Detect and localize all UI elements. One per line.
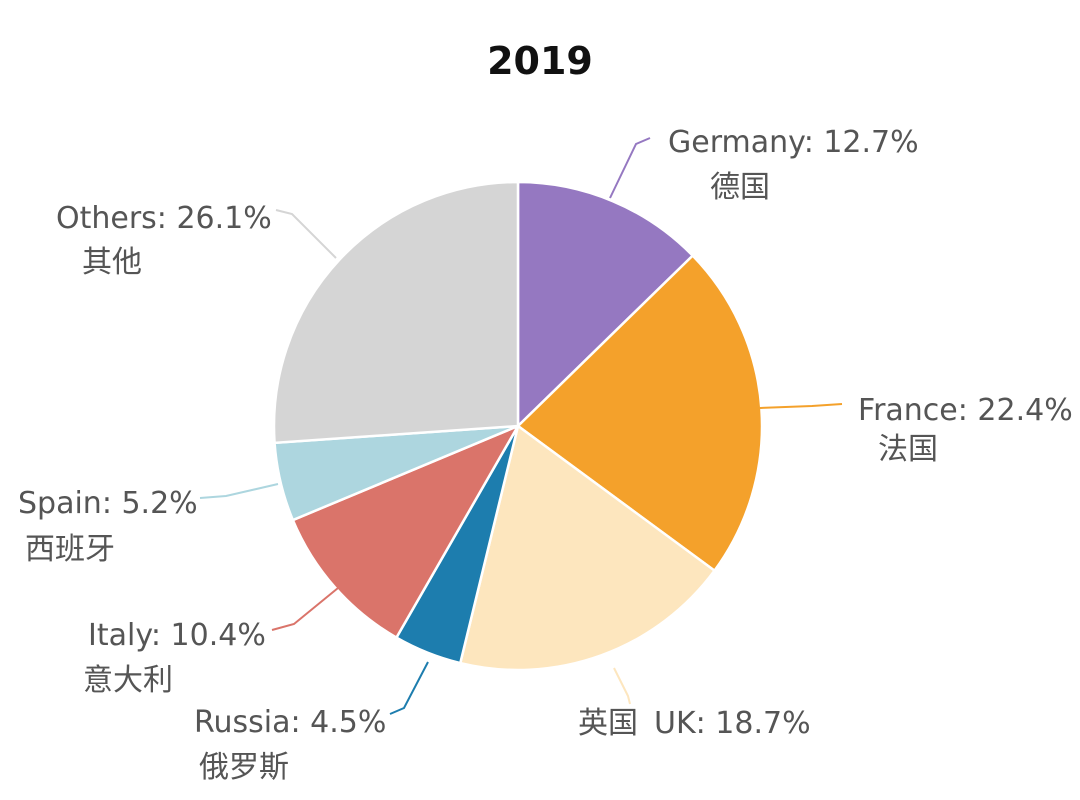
slice-others[interactable] xyxy=(272,180,520,445)
label-italy: Italy: 10.4% xyxy=(88,618,266,653)
slice-uk[interactable] xyxy=(458,423,717,672)
label-others: Others: 26.1% xyxy=(56,201,272,236)
slice-labels: Germany: 12.7% 德国 France: 22.4% 法国 英国 UK… xyxy=(18,125,1073,785)
label-france: France: 22.4% xyxy=(858,393,1073,428)
sublabel-russia: 俄罗斯 xyxy=(199,750,289,785)
leader-line-uk xyxy=(613,667,631,705)
label-spain: Spain: 5.2% xyxy=(18,486,198,521)
pie-slices xyxy=(272,180,764,672)
leader-line-others xyxy=(275,209,337,259)
leader-line-spain xyxy=(199,483,279,499)
sublabel-france: 法国 xyxy=(878,432,938,467)
slice-italy[interactable] xyxy=(291,423,521,640)
leader-lines xyxy=(199,137,843,715)
sublabel-italy: 意大利 xyxy=(83,663,173,698)
sublabel-spain: 西班牙 xyxy=(25,532,115,567)
sublabel-uk: 英国 xyxy=(578,706,638,741)
sublabel-germany: 德国 xyxy=(710,170,770,205)
label-germany: Germany: 12.7% xyxy=(668,125,919,160)
chart-title: 2019 xyxy=(487,39,593,83)
leader-line-germany xyxy=(609,137,651,199)
leader-line-italy xyxy=(271,587,339,631)
slice-france[interactable] xyxy=(516,253,764,573)
leader-line-russia xyxy=(389,661,429,715)
sublabel-others: 其他 xyxy=(82,245,142,280)
slice-germany[interactable] xyxy=(516,180,695,429)
leader-line-france xyxy=(759,403,843,409)
label-russia: Russia: 4.5% xyxy=(194,705,386,740)
label-uk: UK: 18.7% xyxy=(654,706,811,741)
